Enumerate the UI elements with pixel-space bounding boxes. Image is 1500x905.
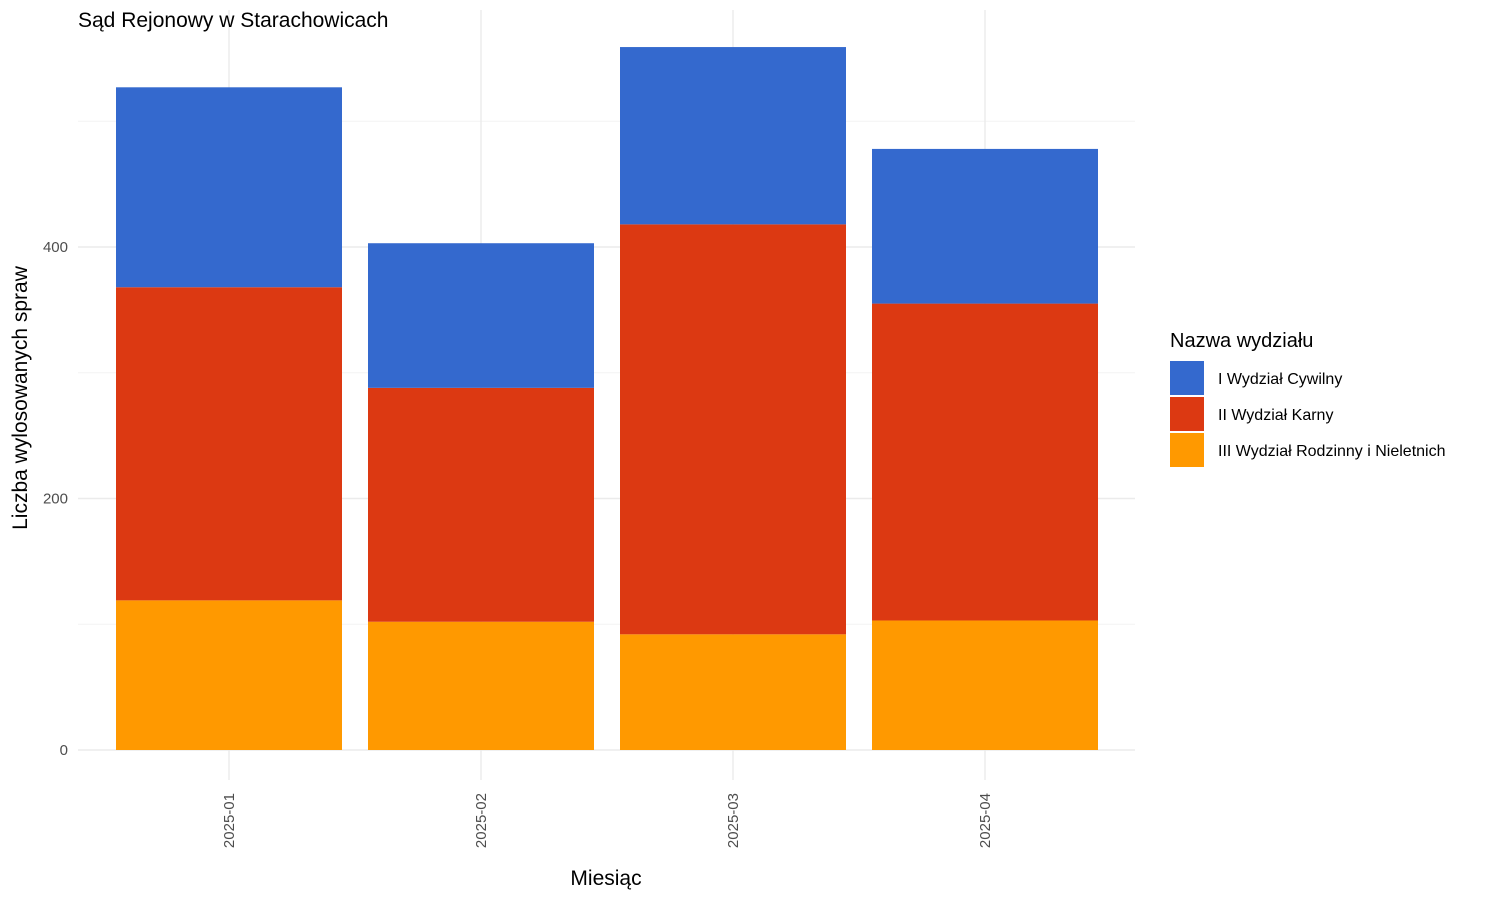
bars [116,47,1098,750]
y-tick-label: 0 [60,742,68,759]
legend-title: Nazwa wydziału [1170,330,1313,352]
bar-segment [368,621,594,750]
bar-segment [620,634,846,750]
bar-segment [116,600,342,750]
y-tick-label: 400 [43,239,68,256]
legend-label: I Wydział Cywilny [1218,371,1342,388]
legend: Nazwa wydziału I Wydział Cywilny II Wydzi… [1170,330,1446,467]
y-axis-title: Liczba wylosowanych spraw [9,265,32,530]
bar-segment [368,387,594,622]
x-axis-title: Miesiąc [570,867,641,890]
legend-label: II Wydział Karny [1218,407,1333,424]
legend-items: I Wydział Cywilny II Wydział Karny III Wyd… [1170,361,1446,467]
legend-swatch [1170,361,1204,395]
bar-segment [620,47,846,225]
x-tick-label: 2025-03 [725,793,742,848]
bar-segment [116,287,342,601]
x-tick-label: 2025-04 [977,793,994,848]
legend-swatch [1170,397,1204,431]
x-axis-ticks: 2025-01 2025-02 2025-03 2025-04 [221,793,994,848]
x-tick-label: 2025-02 [473,793,490,848]
bar-segment [872,303,1098,621]
y-tick-label: 200 [43,491,68,508]
bar-segment [872,148,1098,304]
legend-label: III Wydział Rodzinny i Nieletnich [1218,443,1446,460]
y-axis-ticks: 0 200 400 [43,239,68,759]
bar-segment [620,224,846,635]
x-tick-label: 2025-01 [221,793,238,848]
bar-segment [116,87,342,288]
chart-title: Sąd Rejonowy w Starachowicach [78,9,389,32]
legend-swatch [1170,433,1204,467]
bar-segment [872,620,1098,750]
bar-segment [368,243,594,388]
